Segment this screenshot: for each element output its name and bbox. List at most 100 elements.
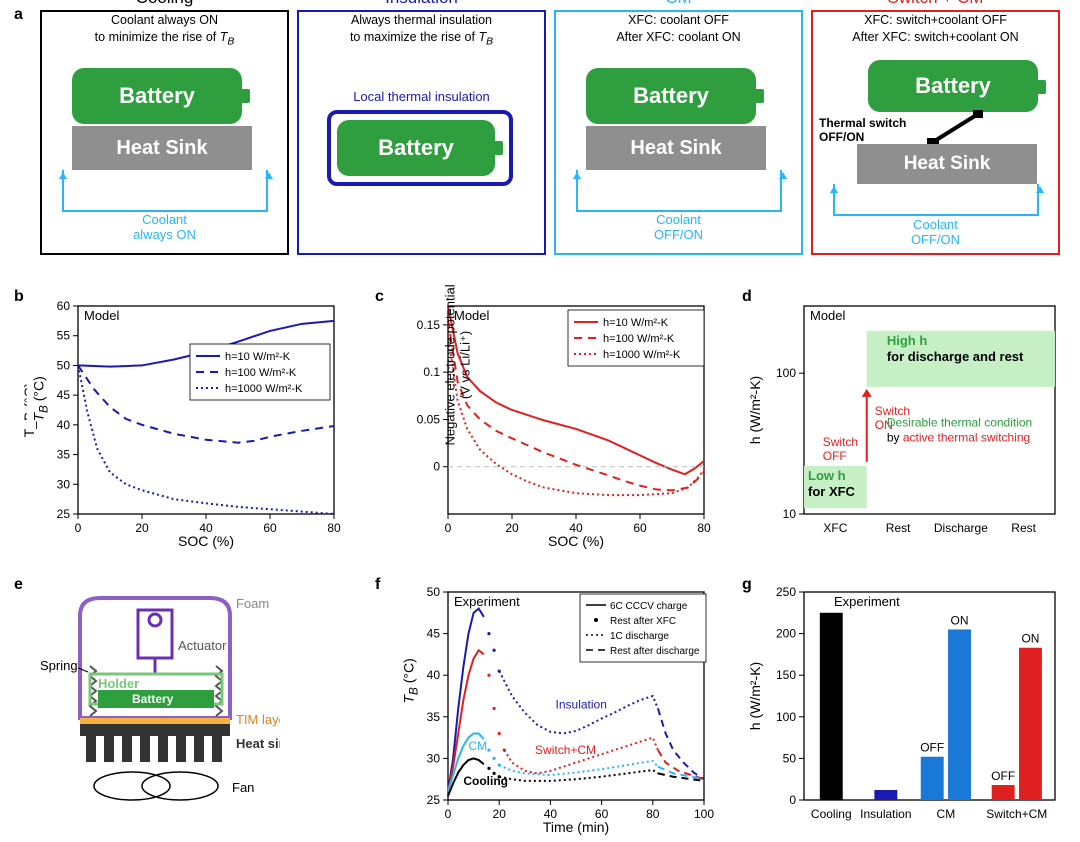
panel-label-g: g — [742, 576, 752, 594]
svg-text:Desirable thermal condition: Desirable thermal condition — [887, 415, 1032, 429]
svg-text:ON: ON — [951, 613, 969, 627]
switchcm-desc: XFC: switch+coolant OFF After XFC: switc… — [813, 12, 1058, 46]
svg-text:for discharge and rest: for discharge and rest — [887, 349, 1024, 364]
svg-text:Battery: Battery — [132, 692, 174, 706]
coolant-line2: OFF/ON — [911, 232, 960, 247]
insulation-desc2: to maximize the rise of TB — [350, 30, 493, 44]
svg-text:0: 0 — [445, 807, 452, 821]
svg-text:Discharge: Discharge — [934, 521, 988, 535]
svg-text:h=10 W/m²-K: h=10 W/m²-K — [225, 351, 291, 363]
arrow-up-icon — [1036, 186, 1044, 193]
svg-text:80: 80 — [697, 521, 711, 535]
svg-text:0.15: 0.15 — [417, 318, 441, 332]
svg-text:Insulation: Insulation — [860, 807, 911, 821]
panel-label-e: e — [14, 576, 23, 594]
coolant-line2: OFF/ON — [654, 227, 703, 242]
svg-text:35: 35 — [57, 448, 71, 462]
svg-text:Model: Model — [810, 308, 846, 323]
svg-text:Heat sink: Heat sink — [236, 736, 280, 751]
svg-text:Cooling: Cooling — [463, 774, 508, 788]
arrow-up-icon — [59, 172, 67, 179]
thermal-switch-label: Thermal switch OFF/ON — [819, 117, 906, 145]
cm-desc1: XFC: coolant OFF — [628, 13, 729, 27]
svg-text:45: 45 — [427, 627, 441, 641]
cooling-heatsink: Heat Sink — [72, 126, 252, 170]
switchcm-desc1: XFC: switch+coolant OFF — [864, 13, 1007, 27]
svg-text:Experiment: Experiment — [834, 594, 900, 609]
svg-text:XFC: XFC — [823, 521, 847, 535]
svg-text:Actuator: Actuator — [178, 638, 227, 653]
svg-text:Model: Model — [84, 308, 120, 323]
arrow-up-icon — [830, 186, 838, 193]
cooling-title: Cooling — [42, 0, 287, 8]
scheme-cooling: Cooling Coolant always ON to minimize th… — [40, 10, 289, 255]
insulation-title: Insulation — [299, 0, 544, 8]
svg-text:Switch+CM: Switch+CM — [535, 743, 596, 757]
svg-text:OFF: OFF — [920, 741, 944, 755]
svg-text:h=1000 W/m²-K: h=1000 W/m²-K — [225, 383, 303, 395]
svg-text:Rest after XFC: Rest after XFC — [610, 616, 676, 627]
svg-text:High h: High h — [887, 333, 927, 348]
svg-text:Fan: Fan — [232, 780, 254, 795]
cm-heatsink: Heat Sink — [586, 126, 766, 170]
insulation-battery: Battery — [337, 120, 495, 176]
svg-text:TIM layer: TIM layer — [236, 712, 280, 727]
cm-desc2: After XFC: coolant ON — [616, 30, 740, 44]
svg-text:1C discharge: 1C discharge — [610, 631, 669, 642]
switchcm-desc2: After XFC: switch+coolant ON — [852, 30, 1018, 44]
svg-text:Rest after discharge: Rest after discharge — [610, 646, 700, 657]
svg-text:200: 200 — [776, 627, 796, 641]
scheme-switchcm: Switch + CM XFC: switch+coolant OFF Afte… — [811, 10, 1060, 255]
svg-text:h=1000 W/m²-K: h=1000 W/m²-K — [603, 349, 681, 361]
local-insulation-label: Local thermal insulation — [299, 89, 544, 104]
arrow-up-icon — [779, 172, 787, 179]
svg-text:Low h: Low h — [808, 468, 846, 483]
svg-text:35: 35 — [427, 710, 441, 724]
svg-text:40: 40 — [57, 418, 71, 432]
coolant-line1: Coolant — [913, 217, 958, 232]
svg-text:20: 20 — [493, 807, 507, 821]
svg-text:by active thermal switching: by active thermal switching — [887, 430, 1030, 444]
svg-text:30: 30 — [427, 751, 441, 765]
svg-text:for XFC: for XFC — [808, 484, 856, 499]
svg-text:SOC (%): SOC (%) — [178, 533, 234, 549]
cooling-coolant: Coolant always ON — [42, 212, 287, 242]
cm-coolant: Coolant OFF/ON — [556, 212, 801, 242]
svg-text:50: 50 — [57, 358, 71, 372]
svg-text:Foam: Foam — [236, 596, 269, 611]
switchcm-coolant: Coolant OFF/ON — [813, 217, 1058, 247]
svg-text:Rest: Rest — [886, 521, 911, 535]
svg-text:h (W/m²-K): h (W/m²-K) — [747, 376, 763, 444]
svg-text:60: 60 — [57, 299, 71, 313]
panel-e-schematic: FoamActuatorSpringHolderBatteryTIM layer… — [40, 586, 280, 826]
panel-d-chart: 10100XFCRestDischargeRestModelHigh hfor … — [796, 300, 1061, 550]
svg-text:h=10 W/m²-K: h=10 W/m²-K — [603, 317, 669, 329]
svg-text:CM: CM — [468, 739, 487, 753]
svg-text:h=100 W/m²-K: h=100 W/m²-K — [225, 367, 297, 379]
switchcm-title: Switch + CM — [813, 0, 1058, 8]
thermal-switch-icon — [923, 110, 993, 146]
row-a: Cooling Coolant always ON to minimize th… — [40, 10, 1060, 260]
svg-text:0: 0 — [433, 460, 440, 474]
svg-text:Rest: Rest — [1011, 521, 1036, 535]
svg-text:100: 100 — [776, 710, 796, 724]
svg-text:SOC (%): SOC (%) — [548, 533, 604, 549]
panel-b-chart: 0204060802530354045505560Modelh=10 W/m²-… — [70, 300, 340, 550]
svg-text:h (W/m²-K): h (W/m²-K) — [747, 662, 763, 730]
panel-label-f: f — [375, 576, 380, 594]
svg-text:0.05: 0.05 — [417, 412, 441, 426]
switchcm-loop — [833, 184, 1039, 216]
svg-text:50: 50 — [783, 751, 797, 765]
svg-text:CM: CM — [937, 807, 956, 821]
svg-text:60: 60 — [263, 521, 277, 535]
svg-text:25: 25 — [427, 793, 441, 807]
scheme-cm: CM XFC: coolant OFF After XFC: coolant O… — [554, 10, 803, 255]
svg-text:100: 100 — [694, 807, 714, 821]
svg-text:40: 40 — [427, 668, 441, 682]
svg-text:Cooling: Cooling — [811, 807, 852, 821]
cooling-desc1: Coolant always ON — [111, 13, 218, 27]
svg-text:250: 250 — [776, 585, 796, 599]
svg-text:Holder: Holder — [98, 676, 139, 691]
cooling-desc2: to minimize the rise of TB — [95, 30, 235, 44]
svg-text:10: 10 — [783, 507, 797, 521]
